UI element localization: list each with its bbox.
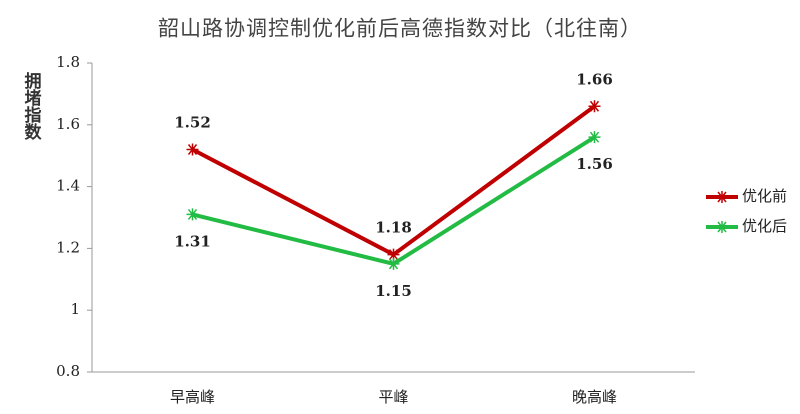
y-axis-label: 拥堵指数 [21, 71, 42, 141]
legend-marker [716, 191, 728, 203]
point-marker [186, 143, 199, 156]
point-marker [588, 131, 601, 144]
y-tick-label: 1 [70, 300, 80, 318]
series-line [192, 135, 596, 266]
x-tick-label: 晚高峰 [572, 388, 617, 406]
data-label: 1.52 [174, 114, 211, 132]
data-label: 1.15 [375, 282, 412, 300]
data-label: 1.31 [174, 232, 211, 250]
point-marker [186, 208, 199, 221]
chart-title: 韶山路协调控制优化前后高德指数对比（北往南） [158, 17, 642, 41]
data-label: 1.66 [576, 70, 613, 88]
point-marker [387, 257, 400, 270]
y-tick-label: 1.4 [56, 177, 80, 195]
x-tick-label: 平峰 [378, 388, 408, 406]
data-label: 1.56 [576, 155, 613, 173]
legend-marker [716, 221, 728, 233]
x-tick-label: 早高峰 [170, 388, 215, 406]
y-tick-label: 1.6 [56, 115, 80, 133]
legend-label: 优化后 [742, 217, 787, 235]
point-marker [387, 248, 400, 261]
y-tick-label: 1.2 [56, 238, 80, 256]
legend-label: 优化前 [742, 187, 787, 205]
y-tick-label: 1.8 [56, 53, 80, 71]
data-label: 1.18 [375, 219, 412, 237]
y-tick-label: 0.8 [56, 362, 80, 380]
point-marker [588, 100, 601, 113]
